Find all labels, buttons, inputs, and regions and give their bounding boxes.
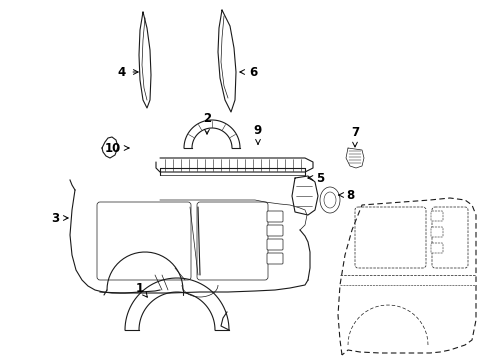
FancyBboxPatch shape	[266, 225, 283, 236]
FancyBboxPatch shape	[97, 202, 191, 280]
Text: 5: 5	[307, 171, 324, 185]
Text: 2: 2	[203, 112, 211, 134]
Text: 6: 6	[240, 66, 257, 78]
FancyBboxPatch shape	[430, 227, 442, 237]
FancyBboxPatch shape	[430, 211, 442, 221]
Text: 10: 10	[104, 141, 129, 154]
FancyBboxPatch shape	[430, 243, 442, 253]
FancyBboxPatch shape	[197, 202, 267, 280]
FancyBboxPatch shape	[266, 211, 283, 222]
Text: 8: 8	[338, 189, 353, 202]
FancyBboxPatch shape	[354, 207, 425, 268]
Ellipse shape	[324, 192, 335, 208]
FancyBboxPatch shape	[431, 207, 467, 268]
Text: 3: 3	[51, 212, 68, 225]
Text: 7: 7	[350, 126, 358, 147]
FancyBboxPatch shape	[266, 239, 283, 250]
Ellipse shape	[319, 187, 339, 213]
Text: 9: 9	[253, 123, 262, 144]
FancyBboxPatch shape	[266, 253, 283, 264]
Text: 1: 1	[136, 282, 147, 297]
Text: 4: 4	[118, 66, 138, 78]
